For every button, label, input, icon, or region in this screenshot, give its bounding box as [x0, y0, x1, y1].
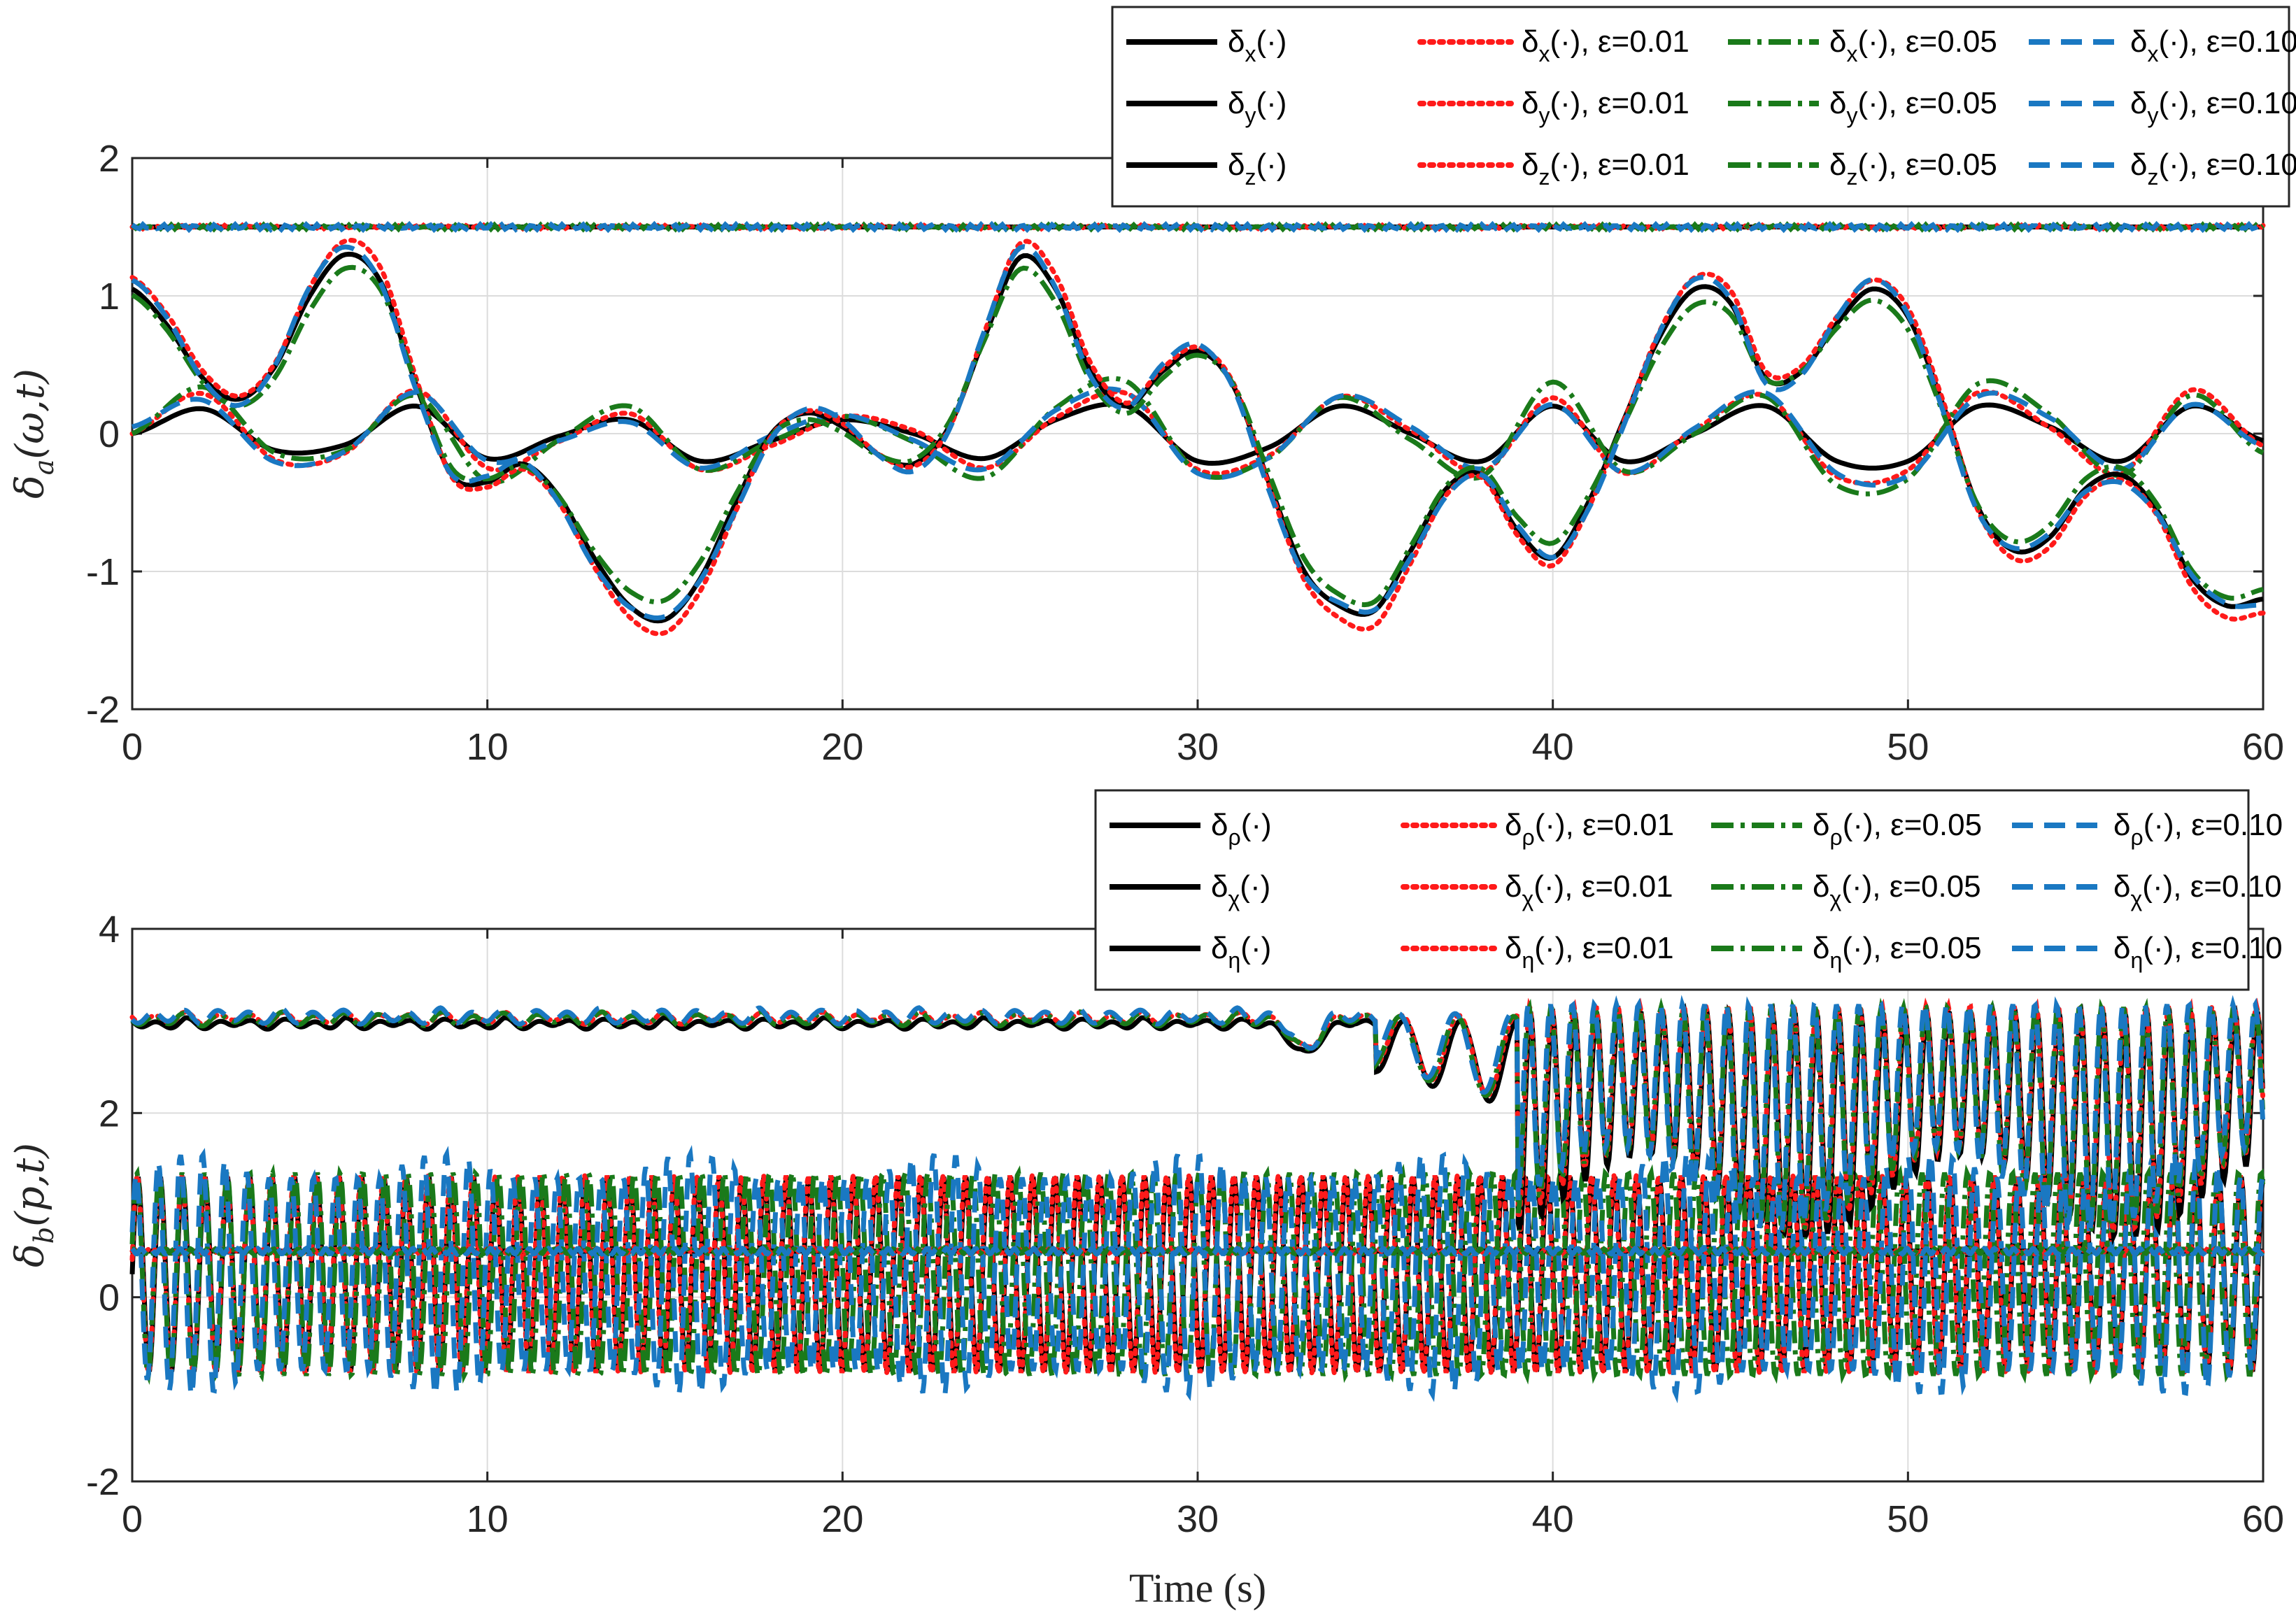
top-ylabel: δa(ω,t) — [8, 369, 59, 499]
top-legend-label: δz(·), ε=0.01 — [1522, 148, 1689, 190]
top-legend-label: δz(·), ε=0.05 — [1829, 148, 1997, 190]
bottom-legend-label: δρ(·), ε=0.05 — [1813, 808, 1982, 850]
bottom-legend-label: δχ(·), ε=0.01 — [1505, 869, 1673, 911]
bottom-legend-label: δχ(·) — [1211, 869, 1270, 911]
bottom-series-eta-e010 — [130, 995, 2265, 1231]
bottom-xtick-label: 10 — [467, 1498, 509, 1540]
bottom-xtick-label: 50 — [1887, 1498, 1929, 1540]
bottom-xtick-label: 20 — [821, 1498, 863, 1540]
top-series-x-ref — [132, 401, 2265, 471]
top-legend-label: δx(·) — [1228, 24, 1287, 66]
top-series-y-e010 — [131, 244, 2264, 621]
bottom-legend-label: δη(·) — [1211, 931, 1271, 973]
bottom-legend: δρ(·) δρ(·), ε=0.01 δρ(·), ε=0.05 δρ(·), ε=… — [1094, 789, 2283, 991]
bottom-legend-label: δχ(·), ε=0.10 — [2113, 869, 2282, 911]
top-legend-label: δy(·) — [1228, 86, 1287, 128]
bottom-series — [129, 995, 2265, 1404]
top-xtick-label: 0 — [122, 726, 143, 768]
bottom-legend-label: δη(·), ε=0.10 — [2113, 931, 2283, 973]
bottom-legend-label: δχ(·), ε=0.05 — [1813, 869, 1981, 911]
bottom-series-chi-e001 — [129, 1173, 2265, 1374]
top-series — [129, 220, 2266, 636]
top-xtick-label: 30 — [1177, 726, 1219, 768]
top-xtick-labels: 0 10 20 30 40 50 60 — [122, 726, 2284, 768]
top-ytick-label: -1 — [86, 551, 120, 593]
bottom-legend-label: δη(·), ε=0.05 — [1813, 931, 1982, 973]
top-xtick-label: 40 — [1532, 726, 1574, 768]
top-xtick-label: 20 — [821, 726, 863, 768]
top-series-x-e001 — [129, 387, 2266, 486]
top-series-z-e010 — [130, 220, 2265, 234]
bottom-xlabel: Time (s) — [1129, 1565, 1266, 1611]
top-grid — [131, 157, 2265, 711]
bottom-xtick-label: 30 — [1177, 1498, 1219, 1540]
top-legend-box — [1111, 6, 2290, 208]
top-legend-label: δy(·), ε=0.10 — [2130, 86, 2296, 128]
top-xtick-label: 50 — [1887, 726, 1929, 768]
top-ytick-labels: -2 -1 0 1 2 — [86, 138, 120, 731]
top-legend-label: δz(·), ε=0.10 — [2130, 148, 2296, 190]
bottom-series-chi-e005 — [129, 1163, 2265, 1386]
bottom-xtick-labels: 0 10 20 30 40 50 60 — [122, 1498, 2284, 1540]
top-series-y-e005 — [131, 264, 2264, 608]
bottom-legend-label: δρ(·) — [1211, 808, 1272, 850]
top-ytick-label: 1 — [99, 276, 120, 318]
top-ytick-label: 2 — [99, 138, 120, 180]
bottom-xtick-label: 0 — [122, 1498, 143, 1540]
top-legend-label: δx(·), ε=0.10 — [2130, 24, 2296, 66]
top-xtick-label: 60 — [2242, 726, 2284, 768]
top-legend-label: δx(·), ε=0.05 — [1829, 24, 1997, 66]
bottom-series-chi-e010 — [129, 1144, 2265, 1404]
top-legend-label: δy(·), ε=0.05 — [1829, 86, 1997, 128]
top-legend-label: δz(·) — [1228, 148, 1287, 190]
bottom-series-rho-e010 — [130, 1245, 2265, 1258]
top-series-x-e010 — [132, 386, 2264, 488]
top-ytick-label: -2 — [86, 689, 120, 731]
bottom-xtick-label: 60 — [2242, 1498, 2284, 1540]
bottom-legend-label: δρ(·), ε=0.10 — [2113, 808, 2283, 850]
bottom-legend-label: δρ(·), ε=0.01 — [1505, 808, 1674, 850]
bottom-xtick-label: 40 — [1532, 1498, 1574, 1540]
top-series-y-e001 — [129, 237, 2266, 636]
top-ytick-label: 0 — [99, 413, 120, 455]
top-legend-label: δx(·), ε=0.01 — [1522, 24, 1689, 66]
bottom-ytick-label: 0 — [99, 1277, 120, 1319]
bottom-legend-label: δη(·), ε=0.01 — [1505, 931, 1674, 973]
bottom-ylabel: δb(p,t) — [8, 1143, 59, 1267]
bottom-ytick-label: -2 — [86, 1461, 120, 1503]
top-legend: δx(·) δx(·), ε=0.01 δx(·), ε=0.05 δx(·), ε=… — [1111, 6, 2296, 208]
top-xtick-label: 10 — [467, 726, 509, 768]
bottom-ytick-label: 2 — [99, 1093, 120, 1134]
top-legend-label: δy(·), ε=0.01 — [1522, 86, 1689, 128]
bottom-ytick-labels: -2 0 2 4 — [86, 909, 120, 1503]
bottom-ytick-label: 4 — [99, 909, 120, 951]
